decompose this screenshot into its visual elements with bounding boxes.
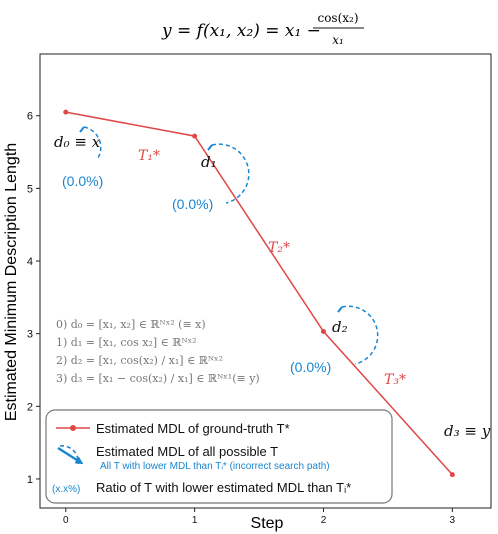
legend-lower: All T with lower MDL than Tᵢ* (incorrect… (100, 461, 330, 472)
ratio-label-step-0: (0.0%) (62, 173, 103, 189)
data-point-1 (192, 133, 198, 139)
y-tick-label-1: 1 (27, 474, 33, 486)
y-tick-label-5: 5 (27, 183, 33, 195)
x-tick-label-1: 1 (192, 515, 198, 526)
arc-step-0-tick (79, 126, 85, 133)
legend-point-swatch (70, 425, 76, 431)
arc-step-2 (341, 305, 379, 365)
legend-ground-truth: Estimated MDL of ground-truth T* (96, 421, 290, 436)
arc-step-2-tick (337, 306, 343, 313)
arc-markers (79, 126, 379, 365)
arc-step-1-tick (207, 144, 213, 151)
title-numerator: cos(x₂) (317, 11, 358, 25)
legend-box (45, 409, 393, 504)
legend: Estimated MDL of ground-truth T* Estimat… (45, 409, 393, 504)
chart-title: y = f(x₁, x₂) = x₁ − cos(x₂) x₁ (161, 11, 364, 47)
definition-2: 2) d₂ = [x₁, cos(x₂) / x₁] ∈ ℝᴺˣ² (56, 354, 223, 367)
point-label-d0: d₀ ≡ x (54, 133, 101, 151)
series-ground-truth (63, 109, 455, 478)
x-tick-label-3: 3 (450, 515, 456, 526)
axis-ticks: 0 1 2 3 1 2 3 4 5 6 (27, 111, 456, 526)
legend-arrow-icon (57, 446, 84, 465)
segment-label-t2: T₂* (268, 240, 290, 256)
ratio-label-step-2: (0.0%) (290, 359, 331, 375)
data-point-0 (63, 109, 69, 115)
legend-possible: Estimated MDL of all possible T (96, 444, 278, 459)
segment-label-t1: T₁* (138, 148, 160, 164)
point-label-d1: d₁ (201, 153, 217, 171)
data-point-3 (449, 472, 455, 478)
definition-3: 3) d₃ = [x₁ − cos(x₂) / x₁] ∈ ℝᴺˣ¹(≡ y) (56, 372, 260, 385)
data-point-2 (320, 328, 326, 334)
x-tick-label-0: 0 (63, 515, 69, 526)
arc-step-1 (211, 143, 250, 204)
y-tick-label-3: 3 (27, 329, 33, 341)
point-label-d2: d₂ (332, 318, 348, 336)
x-axis-title: Step (251, 515, 284, 532)
legend-ratio-symbol: (x.x%) (52, 484, 80, 495)
definition-1: 1) d₁ = [x₁, cos x₂] ∈ ℝᴺˣ² (56, 336, 197, 349)
plot-frame (39, 53, 492, 509)
title-denominator: x₁ (332, 33, 344, 47)
ratio-label-step-1: (0.0%) (172, 196, 213, 212)
y-axis-title: Estimated Minimum Description Length (3, 143, 20, 421)
legend-arc-swatch (59, 445, 79, 465)
definition-0: 0) d₀ = [x₁, x₂] ∈ ℝᴺˣ² (≡ x) (56, 318, 206, 331)
y-tick-label-2: 2 (27, 401, 33, 413)
y-tick-label-4: 4 (27, 256, 33, 268)
x-tick-label-2: 2 (321, 515, 327, 526)
legend-ratio: Ratio of T with lower estimated MDL than… (96, 480, 351, 495)
title-lhs: y = f(x₁, x₂) = x₁ − (161, 21, 321, 41)
point-label-d3: d₃ ≡ y (444, 422, 491, 440)
y-tick-label-6: 6 (27, 111, 33, 123)
arc-step-0 (83, 126, 102, 159)
segment-label-t3: T₃* (384, 372, 406, 388)
series-line-0 (65, 111, 453, 476)
